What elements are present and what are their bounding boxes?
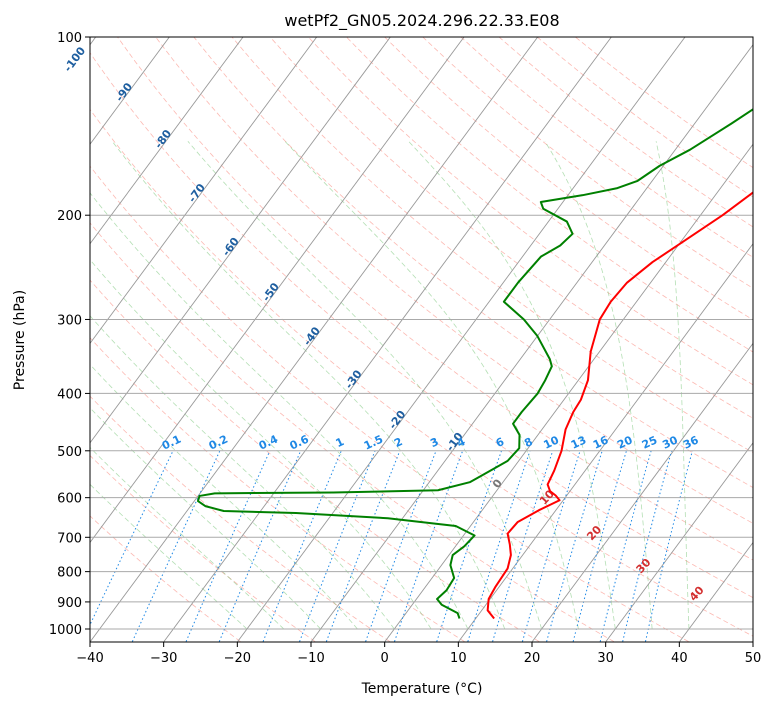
dry-adiabat	[90, 395, 390, 642]
mixing-ratio-label: 30	[660, 433, 680, 451]
x-tick-label: −30	[150, 651, 177, 666]
y-tick-label: 300	[57, 313, 82, 328]
dry-adiabat	[90, 222, 615, 642]
dry-adiabat	[90, 515, 241, 642]
mixing-ratio-label: 13	[569, 433, 588, 451]
dry-adiabat	[269, 37, 753, 419]
dry-adiabat	[90, 337, 465, 642]
mixing-ratio-line	[492, 450, 554, 642]
mixing-ratio-label: 20	[615, 433, 635, 451]
mixing-ratio-line	[325, 450, 401, 642]
mixing-ratio-line	[365, 450, 437, 642]
dry-adiabat	[90, 52, 753, 599]
x-axis: −40 −30 −20 −10 0 10 20 30 40 50	[76, 642, 761, 666]
y-tick-label: 200	[57, 209, 82, 224]
dry-adiabat	[155, 37, 753, 524]
y-tick-label: 800	[57, 566, 82, 581]
mixing-ratio-line	[572, 450, 627, 642]
dewpoint-line	[196, 108, 753, 619]
mixing-ratio-label: 16	[591, 433, 611, 451]
moist-adiabat	[90, 315, 395, 630]
moist-adiabat	[90, 259, 432, 630]
dry-adiabat	[384, 37, 753, 321]
mixing-ratio-label: 10	[542, 433, 562, 451]
x-tick-label: −20	[224, 651, 251, 666]
x-tick-label: 50	[745, 651, 762, 666]
mixing-ratio-line	[436, 450, 502, 642]
mixing-ratio-line	[546, 450, 603, 642]
mixing-ratio-line	[645, 450, 693, 642]
x-tick-label: −40	[76, 651, 103, 666]
x-tick-label: −10	[297, 651, 324, 666]
mixing-ratio-label: 25	[640, 433, 659, 451]
x-tick-label: 10	[450, 651, 467, 666]
dry-adiabat	[90, 165, 689, 642]
x-tick-label: 20	[524, 651, 541, 666]
x-tick-label: 30	[597, 651, 614, 666]
x-tick-label: 40	[671, 651, 688, 666]
background-lines	[90, 37, 753, 642]
isotherm-line	[90, 37, 170, 146]
isotherm-line	[90, 37, 391, 444]
x-axis-label: Temperature (°C)	[361, 681, 483, 697]
y-tick-label: 700	[57, 531, 82, 546]
isotherm-line	[310, 43, 753, 642]
mixing-ratio-line	[299, 450, 376, 642]
dry-adiabat	[90, 279, 540, 642]
y-axis-label: Pressure (hPa)	[12, 290, 28, 390]
isotherm-line	[384, 143, 753, 642]
x-tick-label: 0	[381, 651, 389, 666]
dry-adiabat	[422, 37, 753, 289]
mixing-ratio-line	[262, 450, 342, 642]
isotherm-line	[90, 37, 465, 544]
mixing-ratio-line	[622, 450, 673, 642]
isotherm-line	[458, 243, 753, 642]
chart-title: wetPf2_GN05.2024.296.22.33.E08	[284, 11, 559, 31]
moist-adiabat	[90, 446, 285, 630]
moist-adiabat	[90, 483, 248, 630]
mixing-ratio-line	[521, 450, 581, 642]
isotherm-line	[90, 37, 244, 245]
isotherm-line	[605, 442, 753, 642]
mixing-ratio-line	[218, 450, 302, 642]
y-tick-label: 100	[57, 31, 82, 46]
y-axis: 100 200 300 400 500 600 700 800 900 1000	[49, 31, 90, 638]
isotherm-line	[531, 342, 753, 642]
y-tick-label: 900	[57, 596, 82, 611]
y-tick-label: 1000	[49, 623, 82, 638]
moist-adiabat	[90, 363, 358, 630]
plot-frame	[89, 36, 754, 643]
profiles	[196, 108, 753, 620]
isotherm-line	[163, 37, 612, 642]
temperature-line	[486, 191, 753, 620]
moist-adiabat	[187, 140, 543, 630]
y-tick-label: 400	[57, 387, 82, 402]
mixing-ratio-line	[599, 450, 652, 642]
moist-adiabat	[284, 140, 579, 630]
y-tick-label: 500	[57, 445, 82, 460]
y-tick-label: 600	[57, 492, 82, 507]
isotherm-line	[90, 37, 539, 642]
moist-adiabat	[111, 141, 506, 630]
dry-adiabat	[193, 37, 753, 488]
mixing-ratio-line	[467, 450, 531, 642]
isotherm-line	[90, 37, 318, 345]
mixing-ratio-label: 36	[681, 433, 701, 451]
mixing-ratio-line	[394, 450, 464, 642]
isotherm-line	[237, 37, 686, 642]
dry-adiabat	[307, 37, 753, 386]
